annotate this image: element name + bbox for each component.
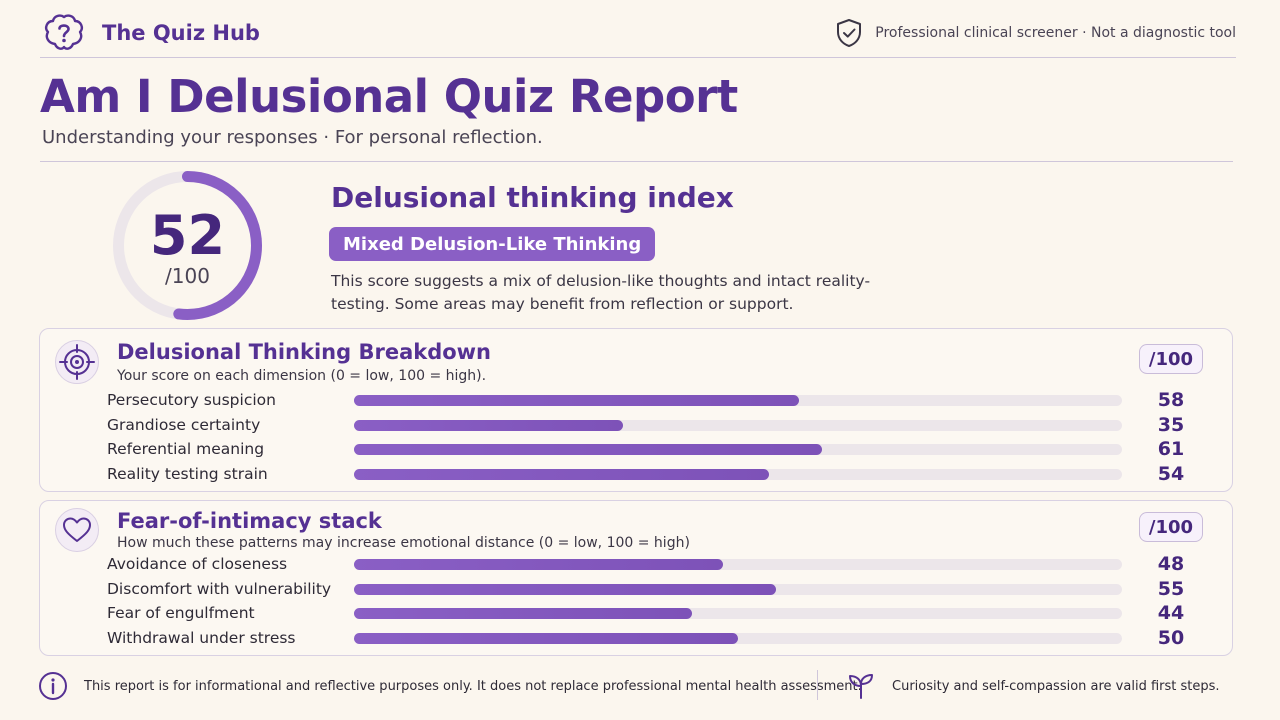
index-description: This score suggests a mix of delusion-li… [331,272,871,313]
row-label: Withdrawal under stress [107,628,296,647]
intimacy-title: Fear-of-intimacy stack [117,509,382,533]
row-value: 35 [1157,413,1185,436]
index-badge: Mixed Delusion-Like Thinking [329,227,656,261]
intimacy-row: Discomfort with vulnerability 55 [40,578,1234,603]
row-label: Discomfort with vulnerability [107,579,332,598]
footer-encouragement: Curiosity and self-compassion are valid … [846,668,1220,704]
header: The Quiz Hub Professional clinical scree… [40,8,1236,58]
sprout-icon [846,671,876,701]
info-icon [38,671,68,701]
footer-divider [817,670,818,700]
gauge-ring [113,171,262,320]
row-track [354,395,1122,406]
disclaimer-text: Professional clinical screener · Not a d… [875,24,1236,41]
scale-badge: /100 [1139,344,1203,374]
row-label: Avoidance of closeness [107,555,288,573]
row-track [354,444,1122,455]
breakdown-title: Delusional Thinking Breakdown [117,340,492,364]
intimacy-card: Fear-of-intimacy stack How much these pa… [39,500,1233,656]
breakdown-row: Grandiose certainty 35 [40,414,1234,439]
breakdown-row: Reality testing strain 54 [40,463,1234,488]
row-fill [354,395,800,406]
row-fill [354,608,692,619]
score-gauge: 52 /100 [110,168,265,323]
breakdown-row: Persecutory suspicion 58 [40,389,1234,414]
row-label: Reality testing strain [107,464,268,483]
footer: This report is for informational and ref… [38,668,1234,704]
row-label: Referential meaning [107,440,265,458]
row-value: 55 [1157,577,1185,600]
row-fill [354,468,769,480]
footer-encouragement-text: Curiosity and self-compassion are valid … [892,678,1220,694]
row-value: 48 [1157,553,1185,575]
shield-check-icon [835,18,863,48]
row-label: Persecutory suspicion [107,391,276,409]
intimacy-subtitle: How much these patterns may increase emo… [117,535,690,551]
page-subtitle: Understanding your responses · For perso… [42,127,543,148]
intimacy-rows: Avoidance of closeness 48 Discomfort wit… [40,553,1234,651]
breakdown-rows: Persecutory suspicion 58 Grandiose certa… [40,389,1234,487]
row-track [354,559,1122,570]
header-disclaimer: Professional clinical screener · Not a d… [835,18,1236,48]
row-track [354,632,1122,644]
row-label: Grandiose certainty [107,415,261,434]
intimacy-row: Withdrawal under stress 50 [40,627,1234,652]
page-title: Am I Delusional Quiz Report [40,70,738,123]
row-track [354,419,1122,431]
row-track [354,468,1122,480]
row-value: 50 [1157,626,1185,649]
brain-question-icon [40,9,88,57]
divider [40,161,1233,162]
index-title: Delusional thinking index [331,181,734,214]
row-value: 54 [1157,462,1185,485]
row-label: Fear of engulfment [107,604,255,622]
row-track [354,608,1122,619]
row-fill [354,632,738,644]
row-value: 61 [1157,438,1185,460]
score-max: /100 [165,264,210,288]
breakdown-subtitle: Your score on each dimension (0 = low, 1… [117,368,487,384]
score-value: 52 [149,204,226,267]
breakdown-row: Referential meaning 61 [40,438,1234,463]
footer-info: This report is for informational and ref… [38,668,862,704]
intimacy-row: Fear of engulfment 44 [40,602,1234,627]
scale-badge: /100 [1139,512,1203,542]
brand-name: The Quiz Hub [102,20,260,45]
intimacy-row: Avoidance of closeness 48 [40,553,1234,578]
row-track [354,583,1122,595]
row-fill [354,419,623,431]
breakdown-card: Delusional Thinking Breakdown Your score… [39,328,1233,492]
row-fill [354,559,723,570]
footer-info-text: This report is for informational and ref… [84,678,862,694]
brand[interactable]: The Quiz Hub [40,9,260,57]
target-icon [54,339,100,385]
row-value: 58 [1157,389,1185,411]
heart-icon [54,507,100,553]
row-value: 44 [1157,602,1185,624]
row-fill [354,444,823,455]
row-fill [354,583,777,595]
